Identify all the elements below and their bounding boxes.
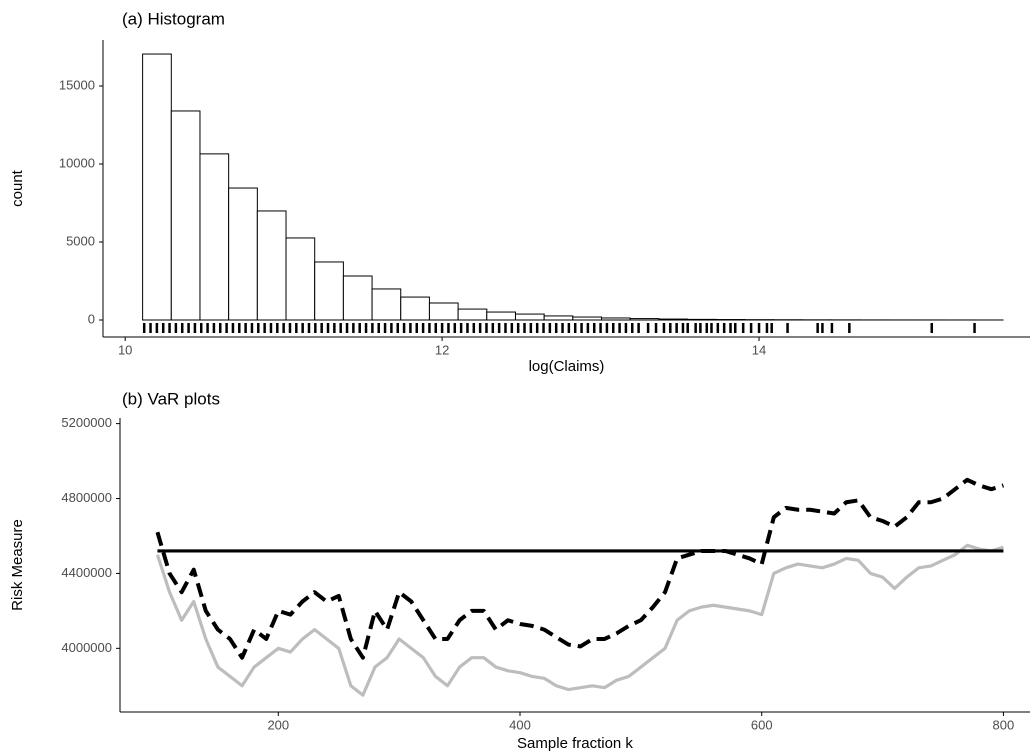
y-tick-label: 0 [88,311,95,326]
y-tick-label: 5200000 [61,415,112,430]
x-axis-title: log(Claims) [529,358,605,375]
chart-title: (a) Histogram [122,9,225,28]
bar [199,153,230,321]
bar [285,237,316,321]
bar [314,261,344,321]
x-tick-label: 10 [118,342,132,357]
bar [629,318,660,321]
x-tick-label: 12 [435,342,449,357]
bar [342,275,373,321]
bar [457,308,488,321]
bar [228,187,258,321]
y-tick-label: 10000 [59,155,95,170]
y-tick-label: 4800000 [61,490,112,505]
y-axis-title: count [9,169,26,207]
y-tick-label: 15000 [59,77,95,92]
bar [170,110,201,321]
line [155,477,1005,660]
x-tick-label: 200 [267,717,289,732]
bar [601,317,631,321]
chart-title: (b) VaR plots [122,389,220,408]
y-tick-label: 5000 [66,233,95,248]
bar [572,316,603,321]
x-tick-label: 400 [509,717,531,732]
x-tick-label: 800 [993,717,1015,732]
bar [687,318,717,321]
bar [486,311,516,321]
y-tick-label: 4000000 [61,640,112,655]
bar [371,288,402,321]
bar [543,315,574,321]
bar [658,318,689,321]
bar [142,53,172,321]
bar [400,296,430,321]
line [155,543,1004,697]
bar [256,210,287,321]
y-axis-title: Risk Measure [9,519,26,611]
bar [514,313,545,321]
x-tick-label: 14 [752,342,766,357]
bar [428,302,459,321]
y-tick-label: 4400000 [61,565,112,580]
x-axis-title: Sample fraction k [517,735,633,752]
x-tick-label: 600 [751,717,773,732]
